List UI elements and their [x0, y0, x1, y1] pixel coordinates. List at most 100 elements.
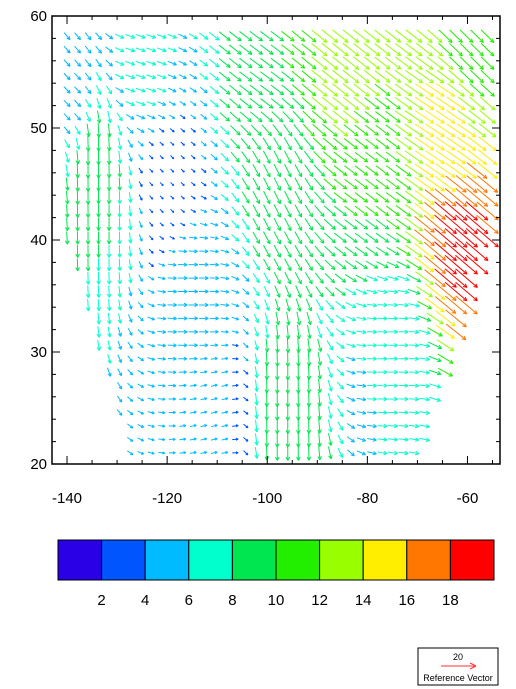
wind-vector [158, 128, 165, 133]
wind-vector [189, 73, 198, 80]
wind-vector [190, 114, 197, 120]
colorbar-label: 12 [311, 592, 328, 609]
wind-vector [105, 72, 113, 81]
wind-vector [228, 44, 242, 55]
wind-vector [285, 298, 291, 312]
wind-vector [304, 231, 314, 245]
wind-vector [242, 288, 250, 295]
wind-vector [221, 356, 229, 361]
wind-vector [388, 343, 398, 348]
wind-vector [231, 220, 240, 229]
wind-vector [209, 58, 220, 68]
wind-vector [64, 139, 70, 149]
wind-vector [95, 72, 102, 81]
wind-vector [231, 330, 239, 334]
wind-vector [274, 391, 280, 408]
wind-vector [188, 275, 199, 281]
wind-vector [210, 437, 218, 441]
wind-vector [125, 87, 136, 93]
wind-vector [375, 246, 389, 256]
wind-vector [301, 30, 317, 43]
wind-vector [444, 188, 468, 207]
wind-vector [96, 312, 102, 325]
wind-vector [285, 377, 291, 394]
wind-vector [354, 124, 369, 136]
wind-vector [377, 289, 388, 295]
wind-vector [85, 176, 91, 192]
wind-vector [394, 96, 413, 110]
wind-vector [281, 57, 295, 69]
wind-vector [138, 154, 144, 161]
wind-vector [179, 451, 187, 455]
wind-vector [261, 124, 272, 137]
wind-vector [168, 249, 176, 254]
wind-vector [385, 97, 401, 110]
wind-vector [178, 74, 187, 79]
wind-vector [408, 450, 420, 456]
wind-vector [274, 404, 280, 421]
wind-vector [136, 114, 146, 120]
wind-vector [231, 262, 240, 268]
wind-vector [356, 356, 367, 362]
wind-vector [344, 219, 358, 230]
wind-vector [84, 59, 92, 68]
wind-vector [322, 137, 338, 150]
wind-vector [117, 164, 123, 178]
wind-vector [346, 356, 356, 362]
wind-vector [148, 275, 155, 281]
wind-vector [96, 110, 102, 124]
wind-vector [138, 274, 143, 282]
wind-vector [242, 329, 249, 335]
wind-vector [367, 370, 377, 375]
wind-vector [127, 423, 134, 429]
wind-vector [284, 285, 292, 298]
wind-vector [285, 445, 291, 461]
wind-vector [95, 45, 102, 54]
colorbar-swatch [101, 539, 146, 581]
wind-vector [377, 343, 388, 348]
wind-vector [198, 302, 209, 308]
wind-vector [436, 83, 455, 97]
colorbar-swatch [406, 539, 451, 581]
wind-vector [375, 138, 390, 150]
wind-vector [468, 109, 486, 124]
wind-vector [241, 191, 250, 204]
wind-vector [388, 383, 398, 388]
wind-vector [188, 343, 198, 348]
wind-vector [178, 33, 188, 39]
wind-vector [106, 285, 112, 298]
wind-vector [254, 340, 259, 351]
wind-vector [283, 137, 292, 151]
wind-vector [75, 150, 81, 165]
wind-vector [324, 259, 336, 270]
y-axis: 20 30 40 50 60 [30, 8, 500, 473]
wind-vector [128, 245, 133, 257]
wind-vector [404, 123, 424, 137]
wind-vector [334, 273, 347, 283]
wind-vector [425, 96, 445, 111]
wind-vector [210, 383, 218, 387]
wind-vector [446, 110, 466, 124]
wind-vector [116, 395, 123, 403]
wind-vector [356, 397, 367, 402]
wind-vector [117, 368, 123, 377]
wind-vector [342, 110, 359, 124]
wind-vector [346, 370, 356, 375]
wind-vector [337, 408, 344, 417]
wind-vector [232, 451, 239, 455]
wind-vector [343, 124, 359, 137]
wind-vector [65, 177, 70, 191]
wind-vector [404, 69, 424, 84]
wind-vector [264, 404, 270, 421]
wind-vector [337, 421, 344, 431]
wind-vector [283, 124, 293, 137]
wind-vector [438, 29, 453, 43]
wind-vector [177, 302, 188, 308]
wind-vector [365, 219, 379, 230]
wind-vector [377, 370, 388, 375]
wind-vector [321, 69, 339, 84]
wind-vector [345, 302, 357, 308]
wind-vector [220, 193, 229, 202]
wind-vector [333, 137, 348, 150]
wind-vector [395, 151, 412, 164]
